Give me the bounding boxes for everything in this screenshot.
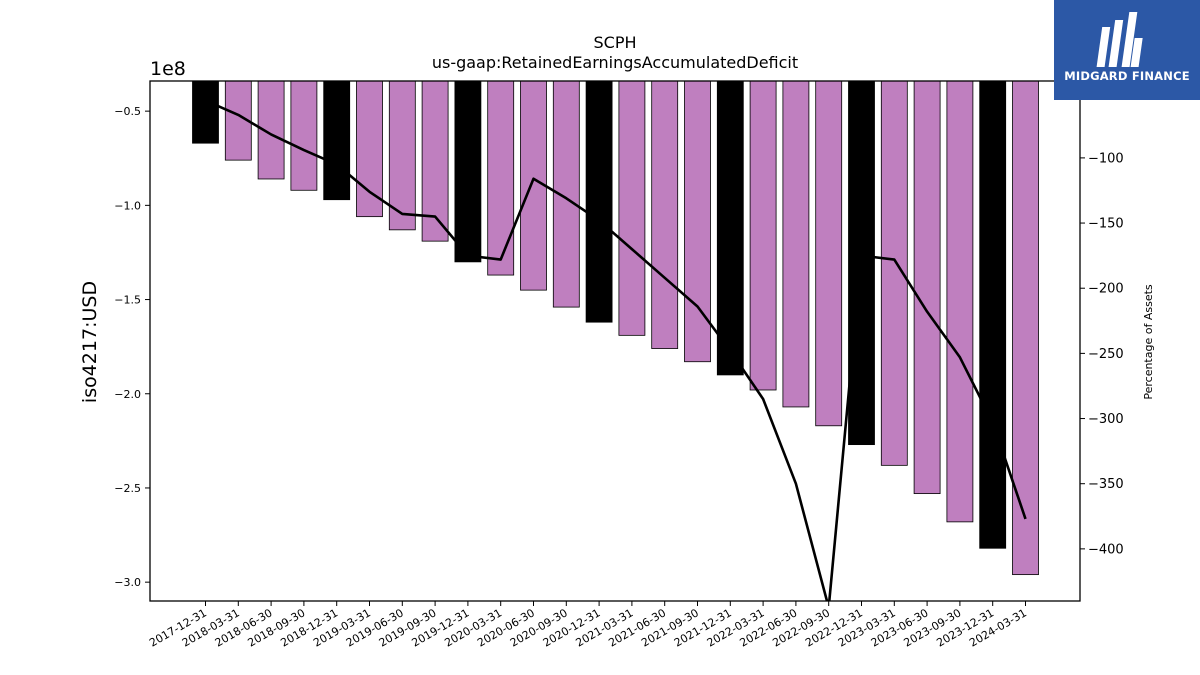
bar-year-end — [979, 80, 1007, 549]
bar-year-end — [716, 80, 744, 376]
y2-axis-label: Percentage of Assets — [1142, 284, 1155, 400]
bar — [684, 80, 711, 363]
y-tick-label: −3.0 — [114, 576, 141, 589]
bar — [520, 80, 547, 291]
bar — [421, 80, 449, 242]
chart-subtitle: us-gaap:RetainedEarningsAccumulatedDefic… — [432, 53, 798, 72]
y2-tick-label: −250 — [1088, 347, 1124, 362]
bar-year-end — [192, 80, 219, 144]
bar — [290, 80, 318, 191]
bar-year-end — [848, 80, 875, 446]
y2-tick-label: −400 — [1088, 542, 1124, 557]
bar — [749, 80, 777, 391]
bar-year-end — [454, 80, 482, 263]
y-tick-label: −2.0 — [114, 388, 141, 401]
bar — [552, 80, 580, 308]
bar — [487, 80, 515, 276]
bar — [651, 80, 679, 349]
y-axis-multiplier: 1e8 — [150, 58, 186, 80]
y2-tick-label: −350 — [1088, 477, 1124, 492]
bar-year-end — [585, 80, 613, 323]
bar — [782, 80, 810, 408]
y2-tick-label: −300 — [1088, 412, 1124, 427]
y2-tick-label: −200 — [1088, 282, 1124, 297]
pct-of-assets-line — [204, 99, 1027, 601]
bar — [946, 80, 974, 523]
logo-mark-icon — [1096, 12, 1143, 67]
bar-year-end — [323, 80, 351, 201]
y-tick-label: −1.5 — [114, 294, 141, 307]
y-tick-label: −2.5 — [114, 482, 141, 495]
bar — [618, 80, 646, 336]
y-axis-label: iso4217:USD — [79, 281, 101, 403]
midgard-finance-logo: MIDGARD FINANCE — [1054, 0, 1200, 100]
bar — [356, 80, 383, 218]
y-tick-label: −1.0 — [114, 199, 141, 212]
bar — [1012, 80, 1039, 576]
bar — [913, 80, 941, 495]
y-tick-label: −0.5 — [114, 105, 141, 118]
bar — [815, 80, 843, 427]
y2-tick-label: −150 — [1088, 217, 1124, 232]
y2-tick-label: −100 — [1088, 151, 1124, 166]
logo-name: MIDGARD FINANCE — [1064, 69, 1190, 83]
plot-frame — [149, 80, 1081, 602]
chart-title: SCPH — [593, 33, 636, 52]
